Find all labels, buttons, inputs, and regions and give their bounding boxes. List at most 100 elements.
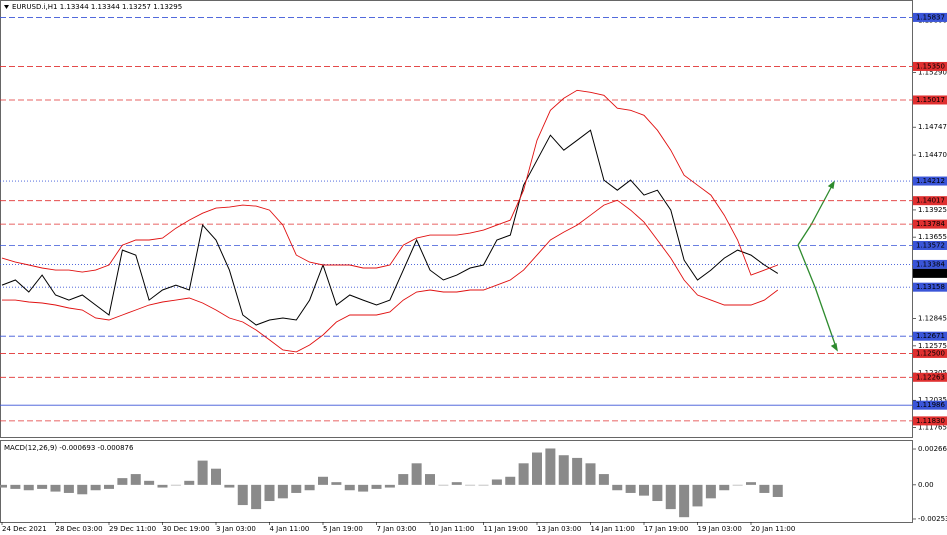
macd-bar [0, 484, 7, 488]
macd-bar [625, 484, 636, 493]
price-frame [0, 0, 913, 438]
macd-bar [358, 484, 369, 492]
macd-bar [572, 457, 583, 485]
macd-bar [264, 484, 275, 502]
forecast-arrows [797, 180, 838, 352]
macd-bar [438, 484, 449, 486]
macd-bar [144, 480, 155, 485]
macd-bar [331, 482, 342, 485]
x-tick-label: 4 Jan 11:00 [270, 525, 310, 533]
macd-bar [545, 448, 556, 485]
level-label-box [913, 331, 947, 341]
menu-arrow[interactable] [4, 5, 9, 9]
y-tick-label: 1.12845 [918, 315, 947, 323]
y-tick-label: 1.15290 [918, 68, 947, 76]
macd-bar [612, 484, 623, 491]
y-tick-label: 1.13925 [918, 206, 947, 214]
macd-bar [478, 484, 489, 486]
level-label: 1.13295 [916, 269, 945, 277]
x-tick-label: 13 Jan 03:00 [537, 525, 581, 533]
macd-bar [304, 484, 315, 491]
macd-bar [652, 484, 663, 502]
level-label-box [913, 282, 947, 292]
macd-bar [491, 479, 502, 485]
macd-bar [197, 460, 208, 485]
macd-bar [639, 484, 649, 496]
macd-bar [211, 468, 221, 485]
macd-bar [371, 484, 382, 489]
macd-bar [130, 474, 141, 485]
macd-bar [425, 474, 435, 485]
x-tick-label: 28 Dec 03:00 [56, 525, 103, 533]
x-tick-label: 17 Jan 19:00 [644, 525, 688, 533]
macd-frame [0, 440, 913, 523]
y-tick-label: 1.12035 [918, 396, 947, 404]
x-tick-label: 7 Jan 03:00 [377, 525, 417, 533]
macd-bar [679, 484, 690, 518]
level-label: 1.12671 [916, 332, 945, 340]
y-tick-label: 1.14470 [918, 151, 947, 159]
level-label: 1.15017 [916, 96, 945, 104]
x-tick-label: 30 Dec 19:00 [163, 525, 210, 533]
macd-bar [90, 484, 101, 491]
level-label-box [913, 268, 947, 278]
macd-bar [759, 484, 770, 493]
macd-bar [558, 455, 569, 485]
macd-bar [344, 484, 355, 491]
level-label-box [913, 196, 947, 206]
x-tick-label: 19 Jan 03:00 [698, 525, 742, 533]
level-label-box [913, 259, 947, 269]
macd-bar [318, 476, 328, 485]
macd-bar [184, 480, 195, 485]
level-label-box [913, 348, 947, 358]
x-tick-label: 29 Dec 11:00 [109, 525, 156, 533]
x-tick-label: 10 Jan 11:00 [430, 525, 474, 533]
level-label: 1.13158 [916, 283, 945, 291]
level-label-box [913, 61, 947, 71]
y-tick-label: 0.00 [918, 481, 934, 489]
macd-bar [224, 484, 235, 488]
macd-bar [251, 484, 262, 510]
macd-bar [170, 484, 181, 486]
macd-title: MACD(12,26,9) -0.000693 -0.000876 [4, 444, 134, 452]
level-label-box [913, 12, 947, 22]
macd-bar [719, 484, 730, 491]
level-label-box [913, 219, 947, 229]
macd-bar [465, 484, 476, 486]
macd-bar [277, 484, 288, 499]
macd-bar [50, 484, 61, 492]
macd-bar [532, 452, 542, 485]
y-tick-label: 1.12575 [918, 342, 947, 350]
x-tick-label: 20 Jan 11:00 [751, 525, 795, 533]
y-tick-label: 1.11765 [918, 423, 947, 431]
y-tick-label: 1.14747 [918, 123, 947, 131]
macd-bar [157, 484, 168, 488]
level-label-box [913, 416, 947, 426]
x-tick-label: 5 Jan 19:00 [323, 525, 363, 533]
x-tick-label: 3 Jan 03:00 [216, 525, 256, 533]
macd-bar [117, 478, 128, 485]
level-label: 1.14017 [916, 197, 945, 205]
level-label: 1.14212 [916, 177, 945, 185]
level-label: 1.11830 [916, 417, 945, 425]
level-label: 1.15837 [916, 13, 945, 21]
level-label-box [913, 176, 947, 186]
y-tick-label: 1.13655 [918, 233, 947, 241]
macd-bar [237, 484, 248, 506]
level-label: 1.12500 [916, 349, 945, 357]
level-label: 1.15350 [916, 62, 945, 70]
level-label: 1.13572 [916, 241, 945, 249]
y-tick-label: -0.002533 [918, 515, 947, 523]
level-label-box [913, 240, 947, 250]
band-line [2, 199, 779, 353]
band-line [1, 89, 778, 276]
level-label: 1.13784 [916, 220, 945, 228]
macd-bar [384, 484, 395, 488]
macd-bar [665, 484, 676, 510]
level-label-box [913, 372, 947, 382]
macd-bar [291, 484, 302, 493]
macd-bar [772, 484, 783, 497]
level-label: 1.11986 [916, 401, 945, 409]
macd-bar [732, 484, 743, 486]
